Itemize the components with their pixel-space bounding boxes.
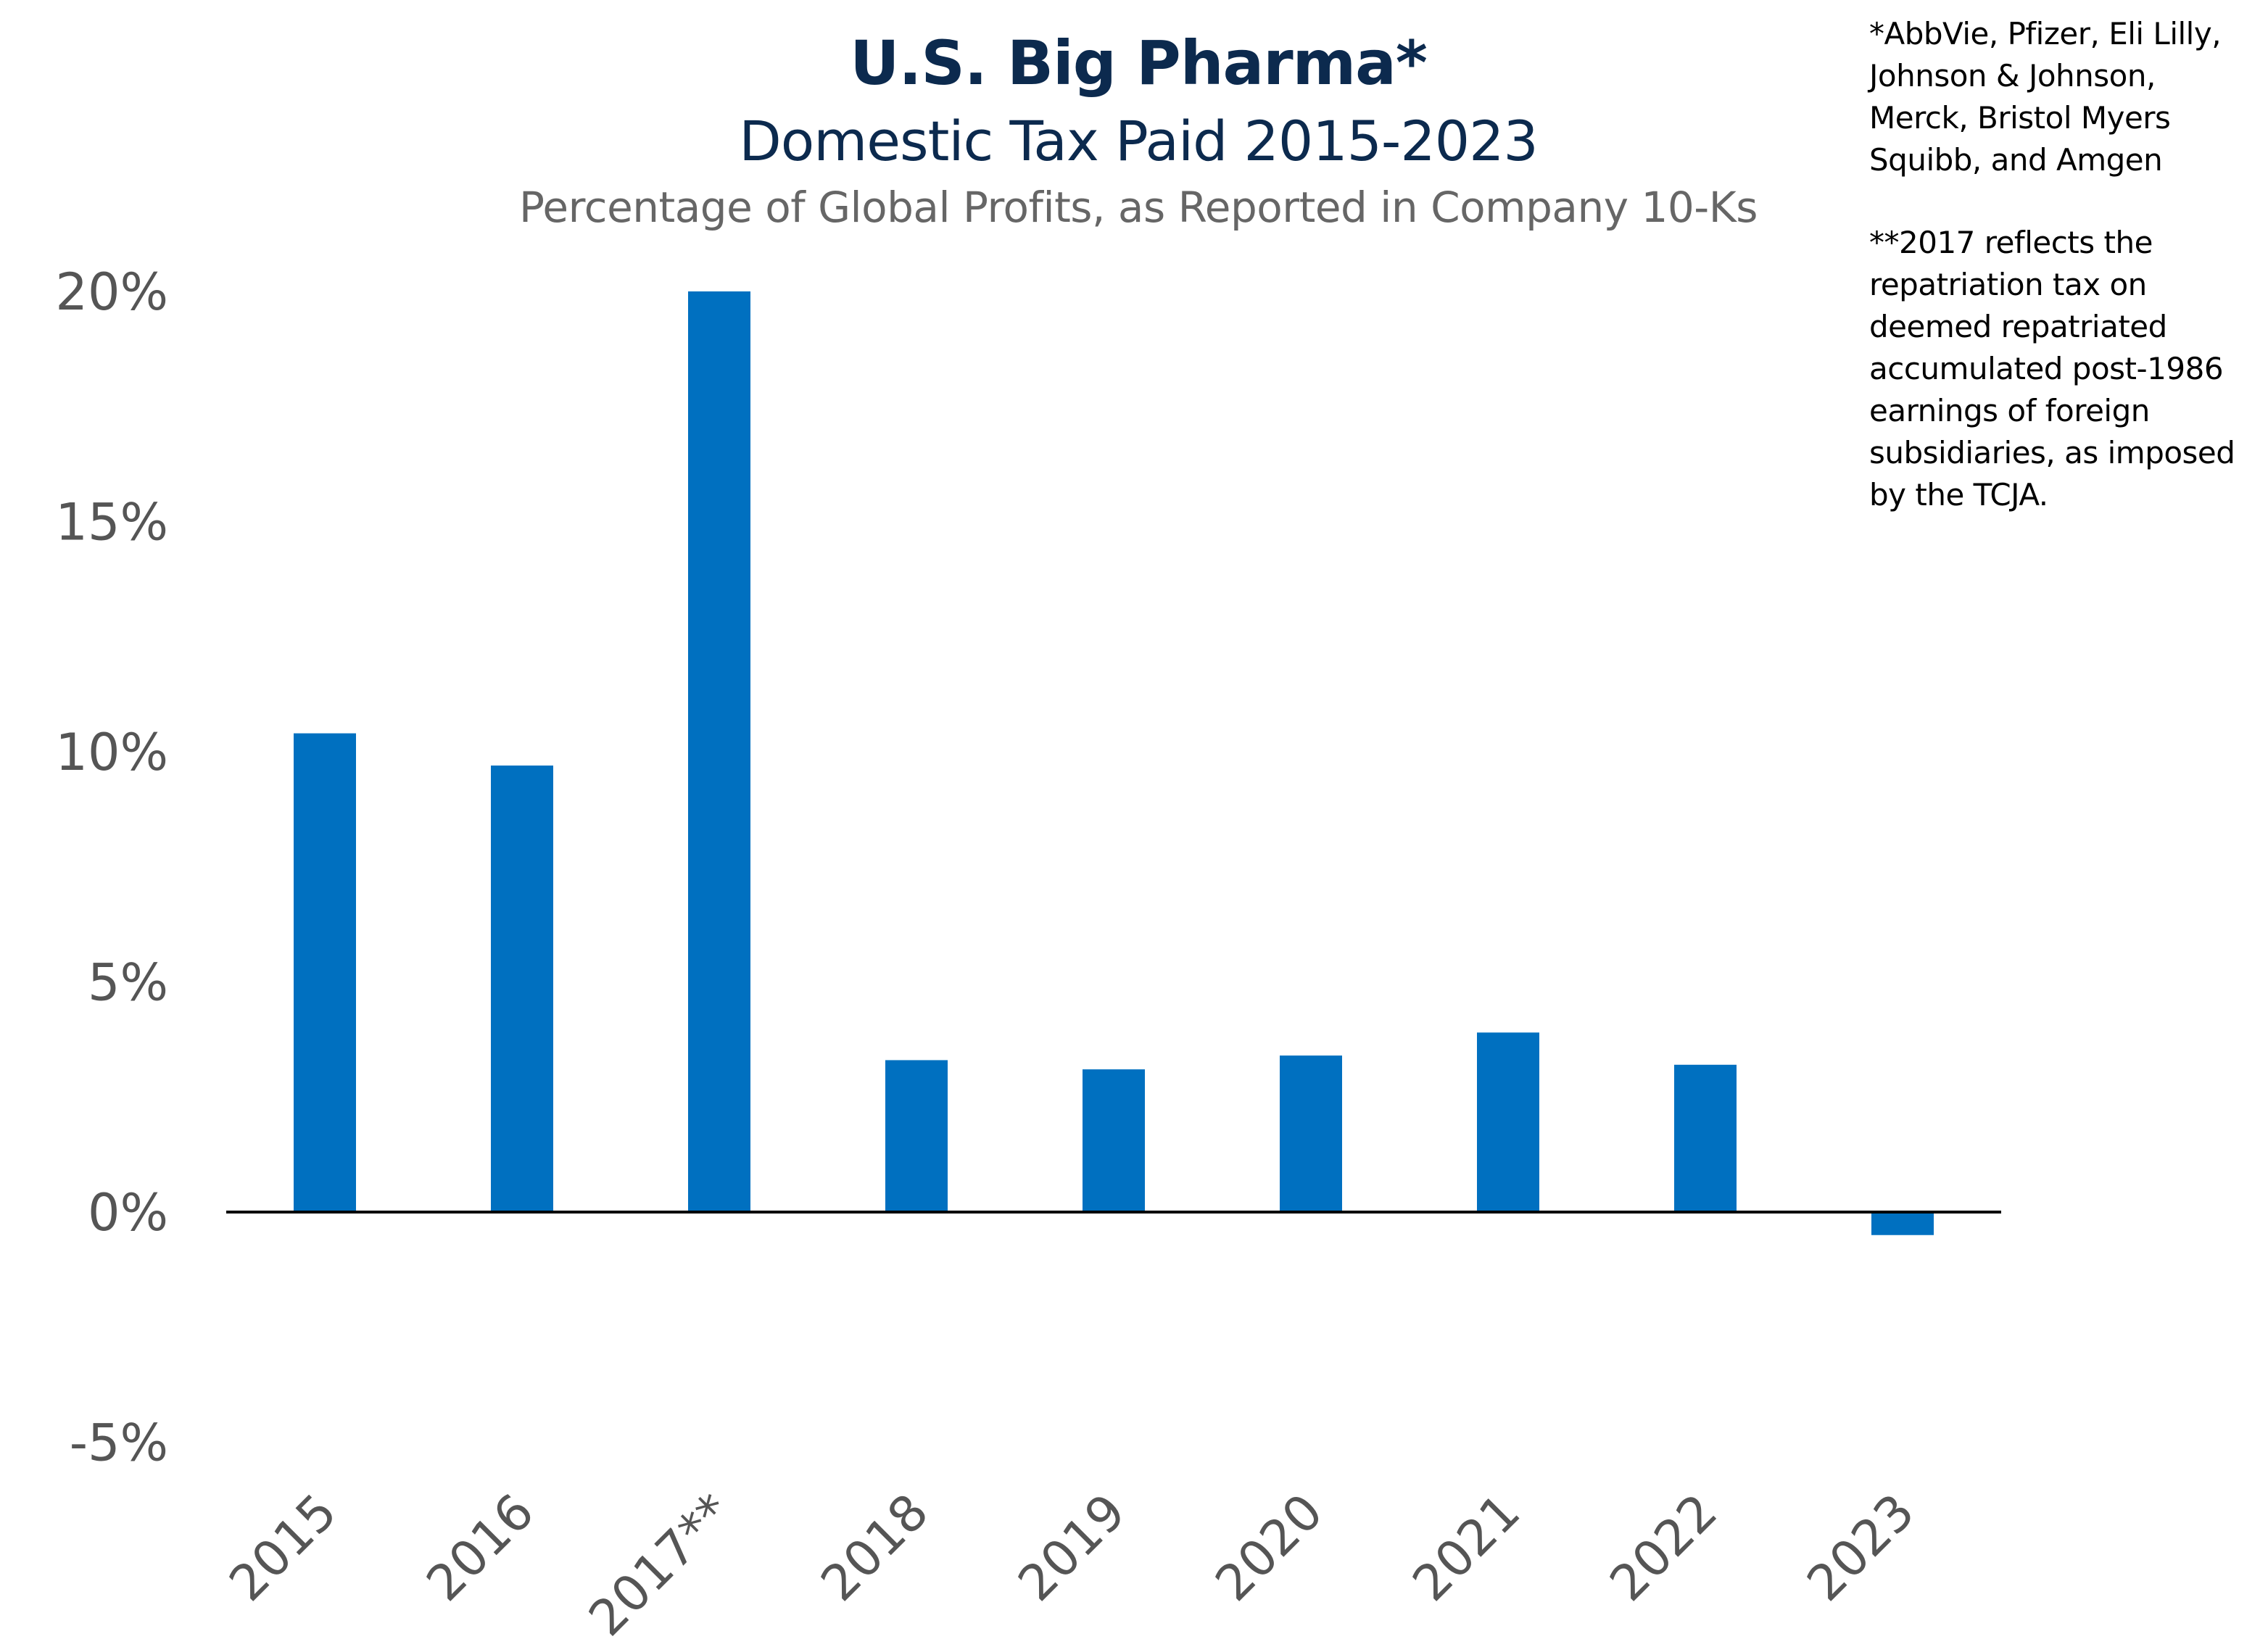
bar-2023 xyxy=(1871,1212,1934,1235)
chart-title: U.S. Big Pharma* xyxy=(850,28,1428,99)
y-tick-label: 5% xyxy=(88,953,168,1013)
x-tick-label: 2018 xyxy=(811,1483,940,1612)
bar-2016 xyxy=(491,766,553,1212)
chart-description: Percentage of Global Profits, as Reporte… xyxy=(519,183,1758,232)
bar-2021 xyxy=(1477,1032,1539,1212)
chart-subtitle: Domestic Tax Paid 2015-2023 xyxy=(739,109,1539,173)
bar-2017 xyxy=(688,291,750,1212)
x-tick-label: 2021 xyxy=(1402,1483,1531,1612)
x-tick-label: 2022 xyxy=(1599,1483,1729,1612)
x-tick-label: 2023 xyxy=(1797,1483,1926,1612)
footnote-2017: **2017 reflects the repatriation tax on … xyxy=(1869,225,2235,513)
x-tick-label: 2016 xyxy=(416,1483,545,1612)
y-tick-label: 15% xyxy=(55,493,168,552)
x-tick-label: 2015 xyxy=(219,1483,348,1612)
y-tick-label: -5% xyxy=(70,1414,168,1473)
x-tick-label: 2019 xyxy=(1008,1483,1137,1612)
y-tick-label: 0% xyxy=(88,1183,168,1242)
y-tick-label: 10% xyxy=(55,723,168,782)
x-tick-label: 2020 xyxy=(1205,1483,1334,1612)
x-tick-label: 2017** xyxy=(579,1483,742,1647)
bar-2018 xyxy=(885,1060,948,1212)
bar-2019 xyxy=(1083,1069,1145,1212)
bar-2015 xyxy=(294,733,356,1212)
footnote-companies: *AbbVie, Pfizer, Eli Lilly, Johnson & Jo… xyxy=(1869,16,2222,178)
y-tick-label: 20% xyxy=(55,262,168,322)
bar-2020 xyxy=(1280,1055,1342,1212)
bar-2022 xyxy=(1674,1064,1737,1212)
